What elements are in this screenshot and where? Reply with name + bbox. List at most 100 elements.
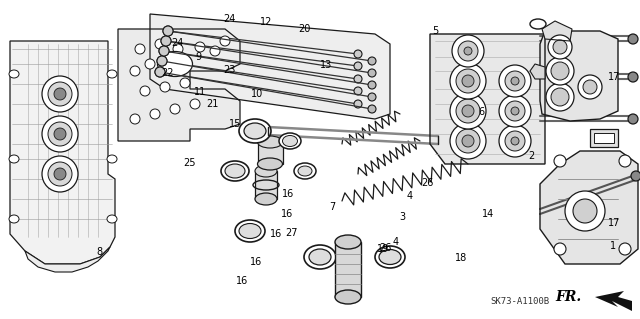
Circle shape — [180, 78, 190, 88]
Circle shape — [354, 100, 362, 108]
Text: 13: 13 — [320, 60, 333, 70]
Polygon shape — [542, 21, 572, 41]
Circle shape — [54, 128, 66, 140]
Circle shape — [546, 83, 574, 111]
Text: SK73-A1100B: SK73-A1100B — [490, 296, 549, 306]
Circle shape — [456, 129, 480, 153]
Ellipse shape — [335, 235, 361, 249]
Ellipse shape — [279, 133, 301, 149]
Circle shape — [551, 88, 569, 106]
Polygon shape — [595, 291, 632, 311]
Circle shape — [456, 69, 480, 93]
Circle shape — [505, 131, 525, 151]
Circle shape — [195, 42, 205, 52]
Text: 6: 6 — [478, 107, 484, 117]
Circle shape — [157, 56, 167, 66]
Ellipse shape — [221, 161, 249, 181]
Polygon shape — [118, 29, 240, 141]
Circle shape — [54, 168, 66, 180]
Bar — [590, 129, 618, 147]
Circle shape — [155, 39, 165, 49]
Polygon shape — [540, 151, 638, 264]
Circle shape — [511, 77, 519, 85]
Text: 26: 26 — [379, 243, 392, 253]
Ellipse shape — [107, 70, 117, 78]
Circle shape — [42, 76, 78, 112]
Circle shape — [499, 125, 531, 157]
Circle shape — [368, 57, 376, 65]
Ellipse shape — [257, 136, 282, 148]
Circle shape — [628, 72, 638, 82]
Text: 17: 17 — [608, 72, 621, 82]
Circle shape — [505, 71, 525, 91]
Text: 1: 1 — [610, 241, 616, 251]
Text: 8: 8 — [96, 247, 102, 257]
Circle shape — [462, 105, 474, 117]
Circle shape — [157, 56, 167, 66]
Text: 16: 16 — [280, 209, 293, 219]
Circle shape — [452, 35, 484, 67]
Circle shape — [159, 46, 169, 56]
Circle shape — [578, 75, 602, 99]
Text: FR.: FR. — [556, 290, 582, 304]
Ellipse shape — [9, 215, 19, 223]
Text: 25: 25 — [183, 158, 196, 168]
Polygon shape — [25, 247, 110, 272]
Circle shape — [628, 114, 638, 124]
Circle shape — [450, 123, 486, 159]
Circle shape — [462, 135, 474, 147]
Text: 26: 26 — [421, 178, 434, 189]
Circle shape — [551, 62, 569, 80]
Circle shape — [619, 155, 631, 167]
Text: 17: 17 — [608, 218, 621, 228]
Circle shape — [462, 75, 474, 87]
Circle shape — [54, 88, 66, 100]
Text: 14: 14 — [481, 209, 494, 219]
Ellipse shape — [107, 155, 117, 163]
Ellipse shape — [9, 155, 19, 163]
Ellipse shape — [255, 193, 277, 205]
Text: 11: 11 — [193, 87, 206, 97]
Text: 16: 16 — [282, 189, 294, 199]
Text: 9: 9 — [195, 52, 202, 62]
Circle shape — [155, 67, 165, 77]
Text: 4: 4 — [406, 191, 413, 201]
Circle shape — [458, 41, 478, 61]
Text: 10: 10 — [251, 89, 264, 99]
Circle shape — [628, 34, 638, 44]
Circle shape — [554, 155, 566, 167]
Circle shape — [163, 26, 173, 36]
Circle shape — [548, 35, 572, 59]
Circle shape — [155, 67, 165, 77]
Circle shape — [450, 63, 486, 99]
Text: 5: 5 — [432, 26, 438, 36]
Circle shape — [554, 243, 566, 255]
Ellipse shape — [530, 19, 546, 29]
Circle shape — [368, 81, 376, 89]
Ellipse shape — [282, 136, 298, 146]
Ellipse shape — [255, 165, 277, 177]
Text: 20: 20 — [298, 24, 310, 34]
Ellipse shape — [375, 246, 405, 268]
Circle shape — [173, 44, 183, 54]
Text: 7: 7 — [330, 202, 336, 212]
Circle shape — [354, 75, 362, 83]
Text: 16: 16 — [250, 256, 262, 267]
Ellipse shape — [157, 51, 193, 77]
Circle shape — [619, 243, 631, 255]
Text: 24: 24 — [172, 38, 184, 48]
Text: 4: 4 — [392, 237, 399, 248]
Circle shape — [130, 114, 140, 124]
Text: 3: 3 — [399, 212, 405, 222]
Circle shape — [450, 93, 486, 129]
Circle shape — [631, 171, 640, 181]
Circle shape — [220, 36, 230, 46]
Ellipse shape — [335, 290, 361, 304]
Circle shape — [499, 95, 531, 127]
Circle shape — [368, 93, 376, 101]
Polygon shape — [530, 64, 545, 79]
Circle shape — [163, 26, 173, 36]
Polygon shape — [540, 31, 618, 121]
Polygon shape — [150, 14, 390, 119]
Circle shape — [160, 82, 170, 92]
